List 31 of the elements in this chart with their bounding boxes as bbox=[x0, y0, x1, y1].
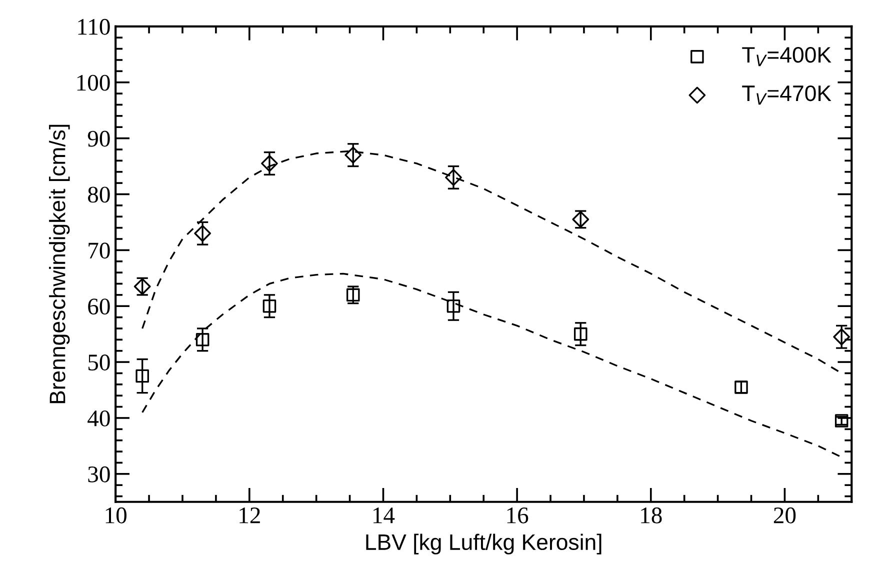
point bbox=[346, 288, 360, 302]
point bbox=[261, 155, 278, 172]
legend-label: T$_{V}$=400K bbox=[742, 46, 832, 66]
x-tick-label: 10 bbox=[106, 507, 126, 524]
x-tick-label: 14 bbox=[374, 508, 395, 524]
point bbox=[445, 169, 462, 186]
y-tick-label: 60 bbox=[88, 298, 110, 315]
point bbox=[196, 333, 210, 346]
point bbox=[194, 224, 212, 242]
point bbox=[574, 327, 588, 341]
y-tick-label: 100 bbox=[77, 74, 110, 91]
x-axis-title: LBV [kg Luft/kg Kerosin] bbox=[366, 534, 602, 554]
y-axis-title: Brenngeschwindigkeit [cm/s] bbox=[49, 124, 70, 404]
y-tick-label: 40 bbox=[88, 410, 110, 426]
y-tick-label: 80 bbox=[88, 186, 110, 203]
y-tick-label: 30 bbox=[88, 466, 110, 482]
point bbox=[446, 299, 460, 313]
y-tick-label: 110 bbox=[78, 18, 110, 35]
x-tick-label: 18 bbox=[641, 507, 662, 524]
y-tick-label: 90 bbox=[88, 130, 110, 147]
y-tick-label: 50 bbox=[88, 354, 110, 370]
x-tick-label: 16 bbox=[507, 507, 528, 524]
point bbox=[262, 299, 276, 313]
line-series bbox=[142, 272, 842, 458]
x-tick-label: 20 bbox=[774, 507, 796, 524]
point bbox=[833, 328, 850, 346]
point bbox=[344, 146, 362, 164]
legend-label: T$_{V}$=470K bbox=[742, 85, 832, 105]
point bbox=[136, 369, 149, 383]
x-tick-label: 12 bbox=[240, 507, 260, 524]
y-tick-label: 70 bbox=[88, 242, 110, 259]
